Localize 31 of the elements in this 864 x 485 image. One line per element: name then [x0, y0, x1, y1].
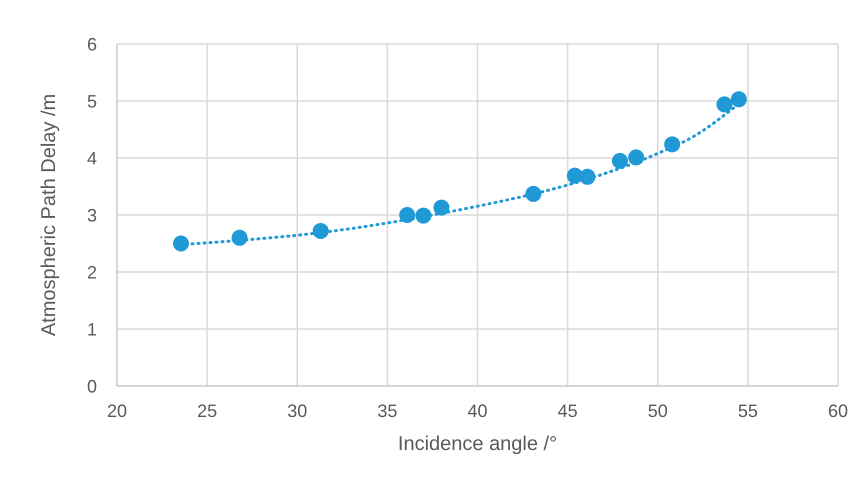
y-tick-label: 4: [86, 148, 97, 168]
x-tick-label: 60: [828, 400, 848, 421]
x-tick-label: 45: [558, 400, 578, 421]
point: [628, 149, 644, 166]
point: [579, 168, 596, 185]
point: [664, 136, 680, 152]
point: [232, 230, 248, 246]
x-tick-label: 30: [287, 400, 308, 421]
point: [415, 208, 432, 224]
point: [312, 222, 329, 239]
x-axis-title: Incidence angle /°: [398, 433, 558, 455]
point: [730, 91, 747, 108]
y-axis-title: Atmospheric Path Delay /m: [38, 94, 60, 336]
y-tick-label: 1: [86, 319, 97, 340]
x-tick-label: 55: [738, 400, 758, 421]
point: [716, 96, 732, 112]
x-tick-label: 50: [648, 400, 668, 421]
x-tick-label: 35: [377, 400, 398, 421]
y-tick-label: 0: [86, 376, 97, 396]
point: [172, 236, 189, 252]
point: [612, 152, 628, 169]
point: [525, 186, 542, 202]
y-tick-label: 6: [86, 34, 97, 54]
x-tick-label: 40: [467, 400, 488, 421]
y-tick-label: 3: [86, 205, 97, 226]
point: [399, 207, 416, 223]
point: [433, 200, 450, 216]
x-tick-label: 25: [197, 400, 218, 421]
y-tick-label: 2: [86, 262, 97, 282]
x-tick-label: 20: [106, 400, 128, 421]
y-tick-label: 5: [86, 91, 97, 112]
